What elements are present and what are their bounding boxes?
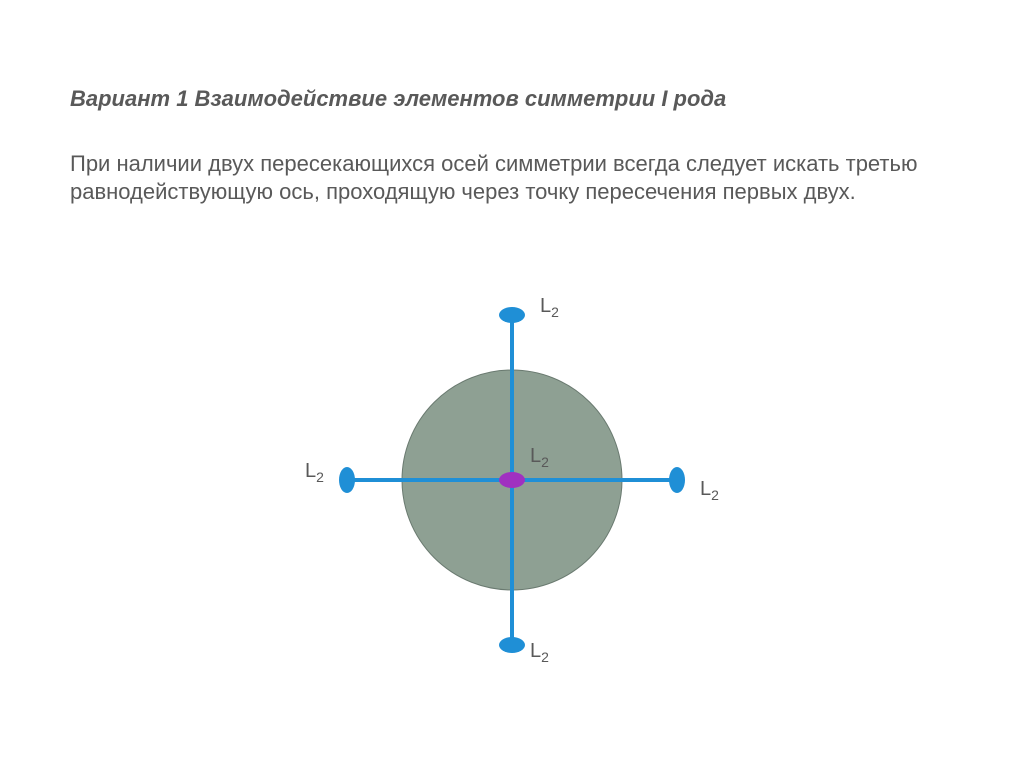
- axis-label-right: L2: [700, 478, 719, 503]
- axis-label-center: L2: [530, 445, 549, 470]
- axis-label-bottom: L2: [530, 640, 549, 665]
- endpoint-top: [499, 307, 525, 323]
- endpoint-right: [669, 467, 685, 493]
- page: Вариант 1 Взаимодействие элементов симме…: [0, 0, 1024, 767]
- axis-label-left: L2: [305, 460, 324, 485]
- axis-label-top: L2: [540, 295, 559, 320]
- center-ellipse: [499, 472, 525, 488]
- endpoint-left: [339, 467, 355, 493]
- endpoint-bottom: [499, 637, 525, 653]
- symmetry-diagram: [0, 0, 1024, 767]
